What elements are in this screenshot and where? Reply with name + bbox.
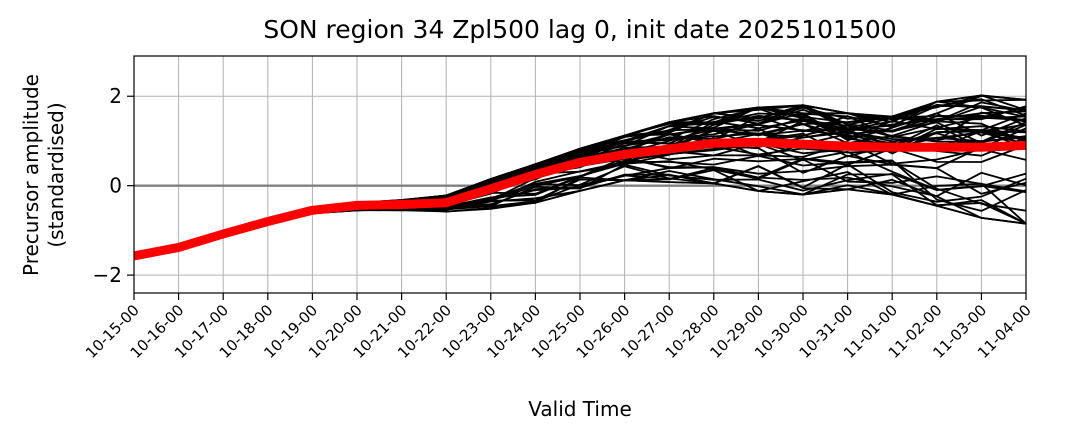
chart-title: SON region 34 Zpl500 lag 0, init date 20… [263, 15, 896, 44]
y-axis-ticks: −2 0 2 [93, 84, 134, 287]
y-tick-label: 2 [109, 84, 122, 108]
x-axis-label: Valid Time [528, 397, 632, 421]
y-tick-label: −2 [93, 263, 122, 287]
y-axis-label-line1: Precursor amplitude [19, 74, 43, 276]
ensemble-member-line [312, 94, 1027, 209]
ensemble-mean-layer [133, 137, 1027, 261]
y-tick-label: 0 [109, 174, 122, 198]
y-axis-label-line2: (standardised) [44, 102, 68, 247]
ensemble-mean-line [133, 137, 1027, 261]
x-axis-ticks: 10-15-0010-16-0010-17-0010-18-0010-19-00… [82, 293, 1035, 362]
ensemble-member-line [312, 179, 1027, 225]
